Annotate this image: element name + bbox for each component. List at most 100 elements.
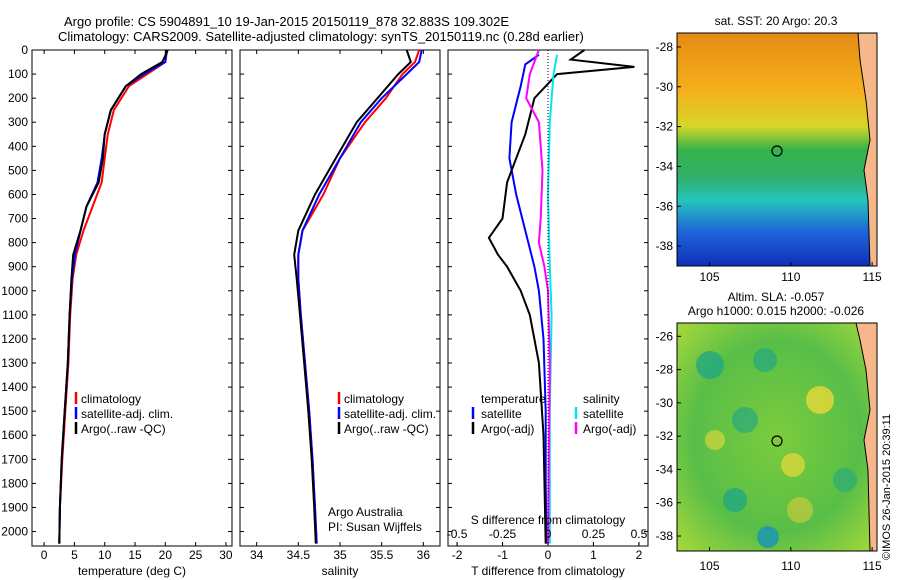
lat-tick-label: -32 bbox=[656, 120, 674, 134]
depth-tick-label: 500 bbox=[8, 163, 28, 177]
lat-tick-label: -30 bbox=[656, 80, 674, 94]
depth-tick-label: 1500 bbox=[1, 404, 28, 418]
x-tick-label: 34.5 bbox=[287, 548, 311, 562]
x-tick-label: 30 bbox=[219, 548, 233, 562]
lon-tick-label: 110 bbox=[781, 270, 800, 284]
x-tick-label: 2 bbox=[636, 548, 643, 562]
sst-map-title: sat. SST: 20 Argo: 20.3 bbox=[715, 14, 838, 28]
legend-item: Argo(-adj) bbox=[481, 422, 534, 436]
depth-tick-label: 600 bbox=[8, 187, 28, 201]
depth-tick-label: 1200 bbox=[1, 332, 28, 346]
x-tick-label: 0 bbox=[545, 548, 552, 562]
x-tick-label: 5 bbox=[71, 548, 78, 562]
depth-tick-label: 2000 bbox=[1, 525, 28, 539]
difference-legend: temperature satellite Argo(-adj) salinit… bbox=[471, 392, 636, 436]
depth-tick-label: 400 bbox=[8, 139, 28, 153]
sst-map-axes: -28 -30 -32 -34 -36 -38 105 110 115 bbox=[656, 40, 882, 284]
salinity-panel bbox=[239, 49, 441, 547]
legend-item: climatology bbox=[81, 392, 141, 406]
legend-item: Argo(-adj) bbox=[583, 422, 636, 436]
legend-item: satellite bbox=[481, 407, 522, 421]
x-tick-label: -0.25 bbox=[489, 527, 517, 541]
x-tick-label: 0.5 bbox=[631, 527, 648, 541]
x-tick-label: -2 bbox=[452, 548, 463, 562]
sla-map-title-1: Altim. SLA: -0.057 bbox=[728, 290, 825, 304]
legend-item: satellite-adj. clim. bbox=[81, 407, 173, 421]
x-tick-label: 35 bbox=[333, 548, 347, 562]
legend-item: satellite bbox=[583, 407, 624, 421]
depth-tick-label: 1100 bbox=[2, 308, 28, 322]
lat-tick-label: -32 bbox=[656, 429, 674, 443]
x-tick-label: 35.5 bbox=[370, 548, 394, 562]
lat-tick-label: -30 bbox=[656, 396, 674, 410]
depth-tick-label: 800 bbox=[8, 236, 28, 250]
sst-map bbox=[676, 32, 878, 267]
sst-argo-location bbox=[771, 145, 783, 157]
depth-tick-label: 700 bbox=[8, 212, 28, 226]
legend-title-temperature: temperature bbox=[481, 392, 546, 406]
sla-argo-location bbox=[771, 435, 783, 447]
depth-tick-label: 100 bbox=[8, 67, 28, 81]
salinity-legend: climatology satellite-adj. clim. Argo(..… bbox=[337, 392, 436, 436]
x-tick-label: 1 bbox=[590, 548, 597, 562]
depth-axis: 0 100 200 300 400 500 600 700 800 900 1000 1100 1200… bbox=[1, 43, 648, 539]
legend-item: Argo(..raw -QC) bbox=[81, 422, 166, 436]
x-tick-label: 36 bbox=[417, 548, 431, 562]
lat-tick-label: -36 bbox=[656, 199, 674, 213]
x-tick-label: 0.25 bbox=[582, 527, 606, 541]
lat-tick-label: -38 bbox=[656, 529, 674, 543]
temperature-panel bbox=[31, 49, 233, 547]
lon-tick-label: 115 bbox=[863, 559, 882, 573]
temperature-legend: climatology satellite-adj. clim. Argo(..… bbox=[74, 392, 173, 436]
temperature-xlabel: temperature (deg C) bbox=[78, 564, 186, 578]
sla-map-axes: -26 -28 -30 -32 -34 -36 -38 105 110 115 bbox=[656, 329, 882, 573]
series-line-argo-adj- bbox=[487, 49, 635, 544]
salinity-note-2: PI: Susan Wijffels bbox=[328, 520, 422, 534]
depth-tick-label: 0 bbox=[21, 43, 28, 57]
depth-tick-label: 900 bbox=[8, 260, 28, 274]
difference-profiles bbox=[487, 49, 635, 544]
difference-top-label: S difference from climatology bbox=[471, 513, 626, 527]
series-line-argo-raw-qc- bbox=[293, 49, 412, 544]
lat-tick-label: -28 bbox=[656, 363, 674, 377]
salinity-xlabel: salinity bbox=[322, 564, 359, 578]
lon-tick-label: 105 bbox=[700, 559, 720, 573]
sla-map-title-2: Argo h1000: 0.015 h2000: -0.026 bbox=[688, 304, 864, 318]
header-line-2: Climatology: CARS2009. Satellite-adjuste… bbox=[58, 29, 584, 44]
lon-tick-label: 110 bbox=[781, 559, 800, 573]
depth-tick-label: 1000 bbox=[1, 284, 28, 298]
lat-tick-label: -36 bbox=[656, 496, 674, 510]
depth-tick-label: 1600 bbox=[1, 428, 28, 442]
x-tick-label: 34 bbox=[250, 548, 264, 562]
header-line-1: Argo profile: CS 5904891_10 19-Jan-2015 … bbox=[64, 14, 509, 29]
temperature-profiles bbox=[58, 49, 169, 544]
sst-land bbox=[857, 32, 878, 267]
sla-land bbox=[855, 322, 878, 552]
salinity-note-1: Argo Australia bbox=[328, 505, 403, 519]
lat-tick-label: -38 bbox=[656, 239, 674, 253]
depth-tick-label: 1900 bbox=[1, 500, 28, 514]
x-tick-label: -1 bbox=[497, 548, 508, 562]
series-line-argo-raw-qc- bbox=[58, 49, 169, 544]
legend-item: climatology bbox=[344, 392, 404, 406]
depth-tick-label: 1700 bbox=[1, 452, 28, 466]
depth-tick-label: 1300 bbox=[1, 356, 28, 370]
salinity-profiles bbox=[293, 49, 423, 544]
legend-item: Argo(..raw -QC) bbox=[344, 422, 429, 436]
legend-item: satellite-adj. clim. bbox=[344, 407, 436, 421]
x-tick-label: 15 bbox=[128, 548, 142, 562]
lat-tick-label: -34 bbox=[656, 462, 674, 476]
lat-tick-label: -28 bbox=[656, 40, 674, 54]
depth-tick-label: 300 bbox=[8, 115, 28, 129]
series-line-argo-adj- bbox=[525, 49, 551, 544]
depth-tick-label: 200 bbox=[8, 91, 28, 105]
x-tick-label: -0.5 bbox=[447, 527, 468, 541]
x-tick-label: 20 bbox=[159, 548, 173, 562]
x-tick-labels: 0 5 10 15 20 25 30 34 34.5 35 35.5 36 -2 -1 0 1 2 -0.5 -0.… bbox=[41, 50, 648, 562]
x-tick-label: 10 bbox=[98, 548, 112, 562]
sla-eddies bbox=[696, 348, 857, 548]
x-tick-label: 25 bbox=[189, 548, 203, 562]
lon-tick-label: 105 bbox=[700, 270, 720, 284]
series-line-satellite bbox=[508, 53, 548, 544]
